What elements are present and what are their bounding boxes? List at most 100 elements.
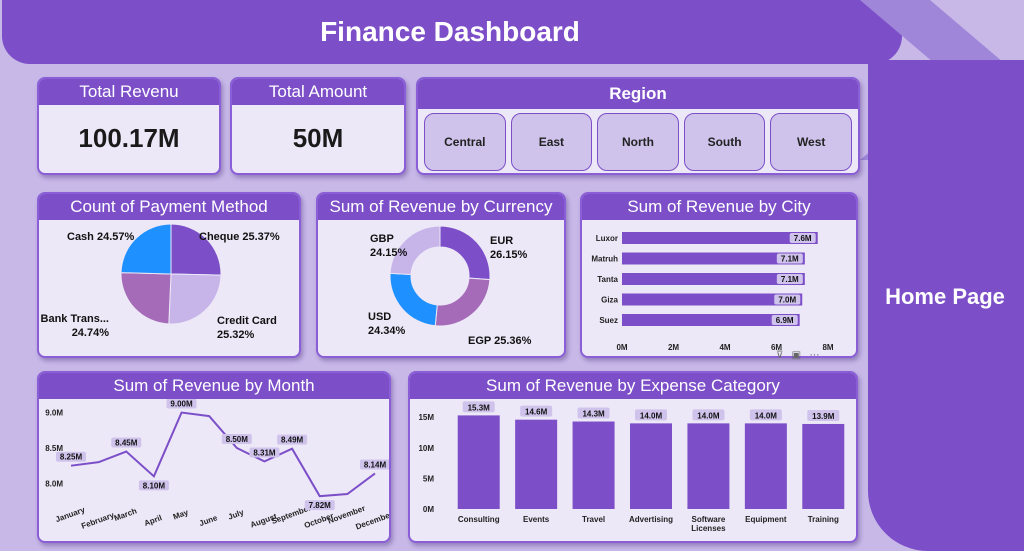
category-label: Travel <box>582 515 605 524</box>
pie-slice <box>389 225 441 275</box>
slice-label: Credit Card <box>217 315 277 327</box>
bar <box>802 423 845 509</box>
value-label: 7.1M <box>781 275 799 284</box>
month-chart: Sum of Revenue by Month 8.0M 8.5M 9.0M 8.25… <box>37 371 391 543</box>
category-label: Training <box>808 515 839 524</box>
slice-label: EGP 25.36% <box>468 335 532 347</box>
bar <box>622 273 805 285</box>
chart-title: Sum of Revenue by Currency <box>318 194 564 220</box>
slice-label: GBP <box>370 233 394 245</box>
tick-label: 10M <box>418 444 434 453</box>
value-label-bg <box>462 401 495 413</box>
value-label-bg <box>635 409 667 421</box>
month-label: March <box>113 506 138 523</box>
region-button-north[interactable]: North <box>597 113 679 171</box>
slice-label: EUR <box>490 235 513 247</box>
chart-title: Sum of Revenue by City <box>582 194 856 220</box>
value-label-bg <box>789 233 816 243</box>
filter-icon[interactable]: ⊽ <box>776 350 784 361</box>
pie-slice <box>439 225 491 281</box>
value-label-bg <box>520 405 553 417</box>
month-label: June <box>198 513 219 528</box>
category-label: Tanta <box>597 275 618 284</box>
category-label: Matruh <box>591 255 618 264</box>
kpi-total-revenue: Total Revenu 100.17M <box>37 77 221 175</box>
value-label: 14.3M <box>582 410 605 419</box>
pie-slice <box>434 277 491 327</box>
value-label-bg <box>304 500 335 511</box>
kpi-value: 50M <box>292 123 344 153</box>
slice-label: 24.74% <box>72 327 110 339</box>
value-label: 14.0M <box>697 411 720 420</box>
payment-method-pie: Cheque 25.37% Credit Card 25.32% Bank Trans… <box>41 223 280 341</box>
value-label: 13.9M <box>812 412 835 421</box>
value-label: 14.6M <box>525 408 548 417</box>
value-label-bg <box>277 434 308 445</box>
value-label: 7.82M <box>309 501 332 510</box>
visual-header-icons[interactable]: ⊽ ▣ ⋯ <box>776 350 856 364</box>
tick-label: 6M <box>771 343 782 352</box>
region-slicer: Region Central East North South West <box>416 77 860 175</box>
tick-label: 0M <box>616 343 627 352</box>
bar <box>622 252 805 265</box>
month-label: April <box>143 513 163 528</box>
series-line <box>70 411 376 498</box>
slice-label: Cheque 25.37% <box>199 231 280 243</box>
value-label: 8.31M <box>253 448 276 457</box>
region-button-west[interactable]: West <box>770 113 852 171</box>
category-label: Advertising <box>629 515 673 524</box>
slice-label: 26.15% <box>490 249 528 261</box>
pie-slice <box>170 223 222 276</box>
value-label: 6.9M <box>776 316 794 325</box>
bar <box>457 415 500 509</box>
value-label-bg <box>56 451 86 462</box>
payment-method-chart: Count of Payment Method Cheque 25.37% Cre… <box>37 192 301 358</box>
page-title: Finance Dashboard <box>320 16 580 47</box>
value-label: 8.45M <box>115 439 138 448</box>
tick-label: 8M <box>822 343 833 352</box>
tick-label: 15M <box>418 413 434 422</box>
city-chart: Sum of Revenue by City Luxor 7.6M Matruh 7.… <box>580 192 858 358</box>
value-label-bg <box>166 398 197 409</box>
bar <box>744 423 787 509</box>
region-title: Region <box>418 79 858 109</box>
month-line-chart: 8.0M8.5M9.0M8.25MJanuaryFebruary8.45MMar… <box>45 398 389 531</box>
value-label-bg <box>807 409 840 421</box>
more-options-icon[interactable]: ⋯ <box>809 350 820 361</box>
value-label-bg <box>771 315 798 325</box>
pie-slice <box>120 223 172 275</box>
value-label-bg <box>221 433 252 444</box>
slice-label: 25.32% <box>217 329 255 341</box>
region-button-central[interactable]: Central <box>424 113 506 171</box>
bar <box>687 423 730 509</box>
category-label: Events <box>523 515 550 524</box>
expense-chart: Sum of Revenue by Expense Category 0M 5M 1… <box>408 371 858 543</box>
bar <box>622 232 818 244</box>
region-button-east[interactable]: East <box>510 113 593 171</box>
tick-label: 4M <box>719 343 730 352</box>
region-button-south[interactable]: South <box>683 113 766 171</box>
focus-mode-icon[interactable]: ▣ <box>791 350 802 361</box>
pie-slice <box>120 272 172 325</box>
category-label: Licenses <box>691 524 726 533</box>
kpi-value: 100.17M <box>78 123 180 153</box>
bar <box>572 421 615 509</box>
kpi-title: Total Amount <box>232 79 404 105</box>
chart-title: Sum of Revenue by Month <box>39 373 389 399</box>
tick-label: 8.0M <box>45 479 63 488</box>
value-label-bg <box>360 459 389 470</box>
tick-label: 9.0M <box>45 409 63 418</box>
tick-label: 0M <box>423 505 434 514</box>
month-label: May <box>172 508 190 522</box>
home-page-button[interactable]: Home Page <box>885 284 1005 309</box>
kpi-title: Total Revenu <box>39 79 219 105</box>
value-label: 14.0M <box>755 411 778 420</box>
value-label-bg <box>774 294 801 305</box>
currency-donut: EUR 26.15% EGP 25.36% USD 24.34% GBP 24.15% <box>368 225 532 347</box>
header-bar <box>2 0 902 64</box>
currency-chart: Sum of Revenue by Currency EUR 26.15% EGP … <box>316 192 566 358</box>
month-label: July <box>227 507 246 521</box>
slice-label: Bank Trans... <box>41 313 109 325</box>
value-label-bg <box>692 409 725 421</box>
tick-label: 5M <box>423 474 434 483</box>
